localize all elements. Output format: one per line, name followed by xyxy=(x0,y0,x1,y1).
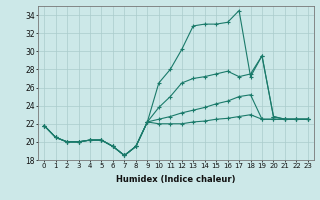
X-axis label: Humidex (Indice chaleur): Humidex (Indice chaleur) xyxy=(116,175,236,184)
